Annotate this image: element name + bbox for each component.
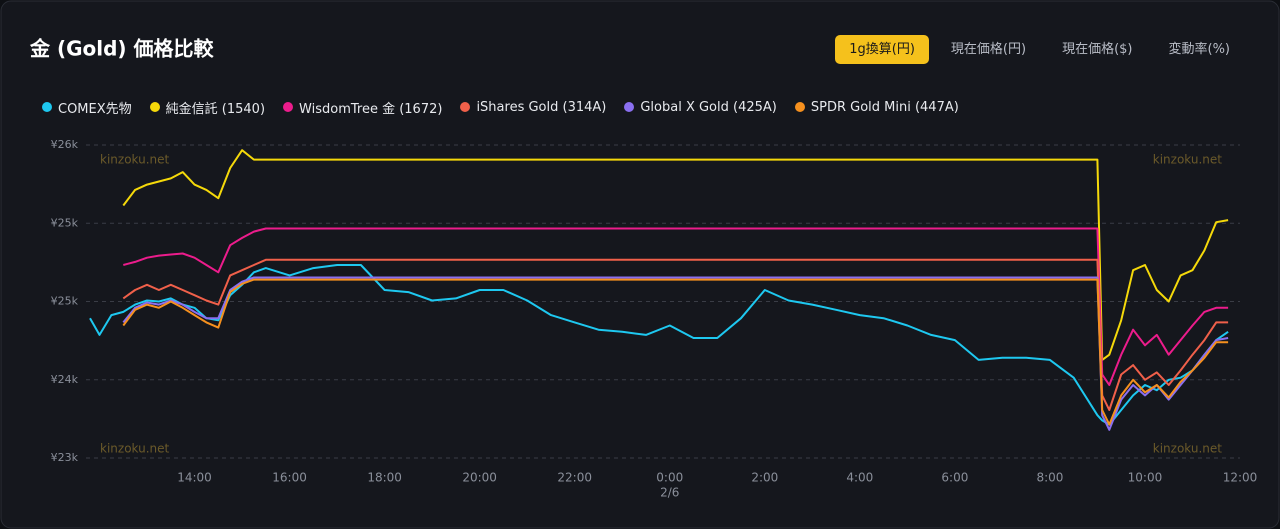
series-line [122, 258, 1229, 411]
x-tick-label: 6:00 [941, 471, 968, 485]
legend-label: iShares Gold (314A) [476, 99, 607, 115]
x-tick-label: 4:00 [846, 471, 873, 485]
legend-swatch [624, 102, 635, 112]
x-tick-label: 18:00 [367, 471, 402, 485]
legend-swatch [149, 102, 160, 112]
y-tick-label: ¥23k [51, 451, 79, 464]
legend-item[interactable]: WisdomTree 金 (1672) [283, 97, 442, 117]
watermark: kinzoku.net [100, 153, 170, 167]
x-tick-label: 12:00 [1223, 471, 1258, 485]
x-tick-sublabel: 2/6 [660, 486, 679, 500]
y-tick-label: ¥25k [51, 295, 79, 308]
legend-label: SPDR Gold Mini (447A) [810, 99, 959, 115]
series-line [123, 227, 1229, 386]
watermark: kinzoku.net [1153, 153, 1223, 167]
y-tick-label: ¥25k [51, 216, 79, 229]
toggle-button[interactable]: 現在価格($) [1062, 42, 1133, 57]
legend-item[interactable]: 純金信託 (1540) [149, 97, 266, 117]
x-tick-label: 14:00 [177, 471, 212, 485]
series-line [122, 149, 1229, 361]
toggle-button[interactable]: 変動率(%) [1168, 42, 1231, 57]
series-line [122, 276, 1229, 431]
legend-swatch [283, 102, 294, 112]
watermark: kinzoku.net [1153, 442, 1223, 456]
y-tick-label: ¥26k [51, 138, 79, 151]
series-line [122, 278, 1229, 426]
legend-label: COMEX先物 [58, 101, 132, 117]
legend-swatch [42, 102, 52, 112]
y-tick-label: ¥24k [51, 373, 79, 386]
x-tick-label: 20:00 [462, 471, 497, 485]
legend-label: Global X Gold (425A) [640, 99, 777, 115]
legend-label: 純金信託 (1540) [165, 101, 266, 117]
toggle-button[interactable]: 現在価格(円) [950, 42, 1027, 57]
legend-swatch [794, 102, 805, 112]
toggle-group: 1g換算(円) 現在価格(円) 現在価格($) 変動率(%) [835, 35, 1244, 64]
x-tick-label: 10:00 [1128, 471, 1163, 485]
legend-swatch [460, 102, 471, 112]
watermark: kinzoku.net [100, 442, 170, 456]
x-tick-label: 2:00 [751, 471, 778, 485]
legend-item[interactable]: SPDR Gold Mini (447A) [794, 97, 959, 117]
legend: COMEX先物 純金信託 (1540) WisdomTree 金 (1672) iSh… [42, 97, 959, 117]
toggle-button[interactable]: 1g換算(円) [835, 35, 929, 64]
x-tick-label: 22:00 [557, 471, 592, 485]
legend-item[interactable]: iShares Gold (314A) [460, 97, 606, 117]
legend-item[interactable]: COMEX先物 [42, 97, 132, 117]
x-tick-label: 0:00 [656, 471, 683, 485]
legend-label: WisdomTree 金 (1672) [299, 101, 443, 117]
x-tick-label: 8:00 [1036, 471, 1063, 485]
chart-title: 金 (Gold) 価格比較 [29, 37, 215, 61]
x-tick-label: 16:00 [272, 471, 307, 485]
legend-item[interactable]: Global X Gold (425A) [624, 97, 777, 117]
